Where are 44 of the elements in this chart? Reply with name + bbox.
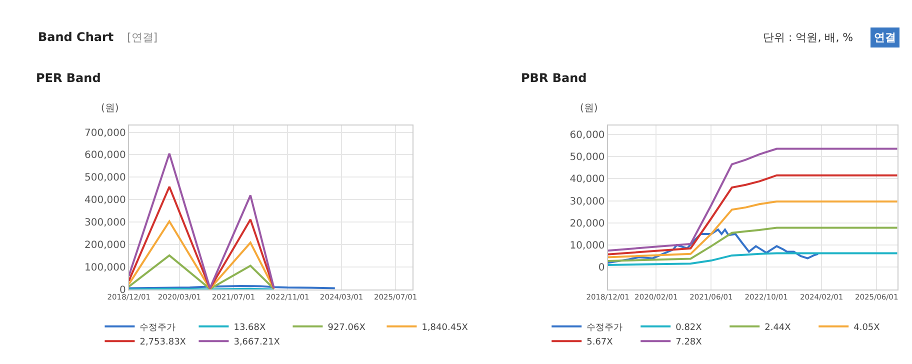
y-axis-title: (원) (580, 103, 598, 114)
legend-label: 7.28X (676, 338, 702, 348)
text: Band Chart (38, 30, 114, 44)
legend-label: 5.67X (586, 338, 613, 348)
legend-label: 2.44X (764, 322, 791, 333)
y-tick-label: 0 (598, 262, 605, 274)
y-tick-label: 600,000 (84, 150, 126, 162)
text: 단위 : 억원, 배, % (763, 31, 854, 44)
line-series (608, 148, 898, 252)
legend-label: 2,753.83X (140, 338, 186, 348)
y-tick-label: 400,000 (84, 195, 126, 206)
y-axis-title: (원) (101, 103, 119, 114)
line-series (608, 174, 898, 256)
line-series (608, 226, 898, 262)
legend-label: 수정주가 (140, 322, 176, 333)
line-series (128, 152, 275, 290)
y-tick-label: 60,000 (570, 130, 605, 141)
y-tick-label: 100,000 (84, 262, 126, 274)
line-series (128, 186, 275, 290)
chart-title: PBR Band (521, 71, 587, 85)
y-tick-label: 40,000 (570, 174, 605, 186)
legend-label: 13.68X (234, 322, 266, 333)
line-series (608, 200, 898, 258)
y-tick-label: 20,000 (570, 218, 605, 230)
y-tick-label: 300,000 (84, 218, 126, 229)
line-series (128, 254, 275, 290)
y-tick-label: 500,000 (84, 172, 126, 184)
legend-label: 1,840.45X (422, 322, 468, 333)
line-series (128, 220, 275, 290)
legend-label: 0.82X (676, 322, 702, 333)
text: 연결 (874, 31, 896, 44)
y-tick-label: 50,000 (570, 152, 605, 164)
text: [연결] (127, 31, 158, 44)
y-tick-label: 30,000 (570, 196, 605, 208)
legend-label: 4.05X (854, 322, 880, 333)
chart-title: PER Band (36, 71, 101, 85)
y-tick-label: 10,000 (570, 240, 605, 252)
legend-label: 927.06X (328, 322, 366, 333)
y-tick-label: 200,000 (84, 240, 126, 251)
legend-label: 수정주가 (586, 322, 623, 333)
line-series (608, 228, 820, 264)
line-series (608, 252, 898, 266)
y-tick-label: 700,000 (84, 128, 126, 139)
legend-label: 3,667.21X (234, 338, 280, 348)
